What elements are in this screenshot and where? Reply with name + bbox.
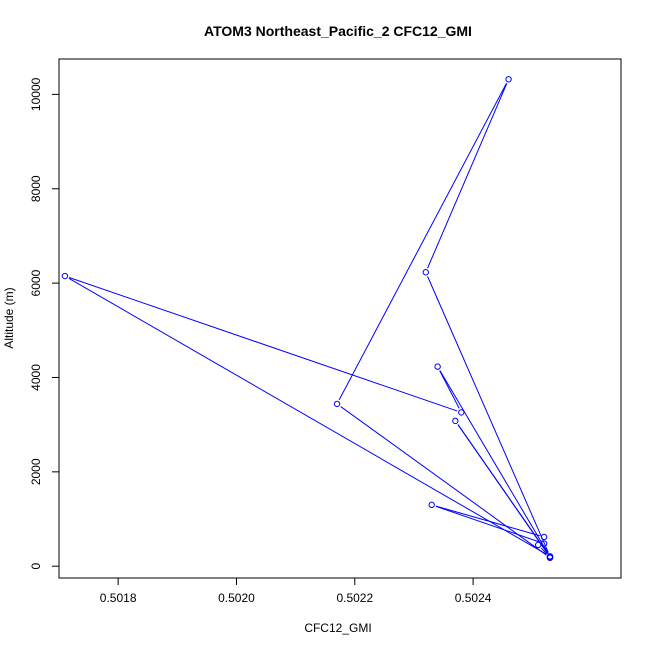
- data-point: [434, 363, 441, 370]
- series-layer: [61, 76, 554, 561]
- series-segment: [427, 83, 508, 269]
- series-segment: [338, 83, 507, 401]
- x-axis-label: CFC12_GMI: [304, 621, 371, 635]
- series-segment: [540, 547, 548, 555]
- series-segment: [457, 424, 548, 554]
- x-axis: 0.5018 0.5020 0.5022 0.5024: [100, 577, 492, 605]
- series-segment: [439, 370, 460, 409]
- x-tick-label: 0.5024: [455, 591, 492, 605]
- y-tick-label: 10000: [29, 77, 43, 111]
- plot-frame: [58, 58, 622, 579]
- y-tick-label: 0: [29, 563, 43, 570]
- data-point: [534, 541, 542, 549]
- y-tick-label: 2000: [29, 458, 43, 485]
- x-tick-label: 0.5020: [218, 591, 255, 605]
- data-point: [458, 409, 465, 416]
- data-point: [540, 533, 548, 541]
- data-point: [428, 501, 435, 509]
- y-axis-label: Altitude (m): [2, 287, 16, 348]
- data-point: [422, 269, 429, 276]
- series-segment: [340, 406, 547, 556]
- series-segment: [439, 370, 549, 554]
- data-point: [61, 272, 69, 280]
- data-point: [540, 540, 548, 547]
- y-axis: 0 2000 4000 6000 8000 10000: [29, 77, 60, 570]
- y-tick-label: 6000: [29, 269, 43, 296]
- y-tick-label: 8000: [29, 175, 43, 202]
- data-point: [505, 76, 512, 83]
- data-point: [452, 417, 459, 425]
- series-segment: [68, 277, 547, 555]
- series-segment: [427, 276, 549, 553]
- chart-title: ATOM3 Northeast_Pacific_2 CFC12_GMI: [204, 23, 472, 39]
- series-segment: [69, 277, 458, 412]
- x-tick-label: 0.5022: [336, 591, 373, 605]
- data-point: [333, 400, 341, 408]
- x-tick-label: 0.5018: [100, 591, 137, 605]
- y-tick-label: 4000: [29, 364, 43, 391]
- series-segment: [435, 505, 541, 543]
- data-point: [546, 554, 554, 561]
